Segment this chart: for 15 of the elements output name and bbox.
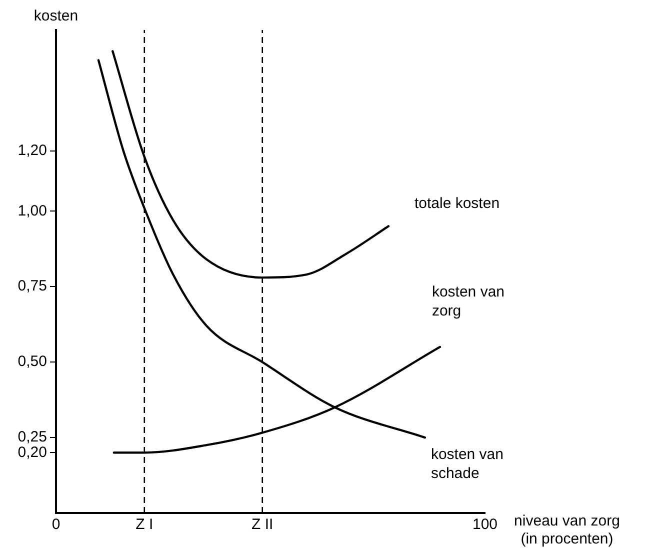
y-tick-label: 0,50 [18, 353, 47, 370]
series-label: kosten van schade [430, 446, 504, 482]
x-tick-label: 100 [472, 516, 498, 534]
series-label: totale kosten [414, 194, 500, 212]
y-tick-label: 0,20 [18, 444, 47, 461]
series-label: kosten van zorg [432, 284, 504, 320]
y-tick-label: 1,00 [18, 202, 47, 220]
x-tick-label: Z I [136, 516, 154, 534]
y-tick-label: 0,75 [18, 278, 47, 295]
x-axis-title: niveau van zorg (in procenten) [514, 512, 620, 548]
y-tick-label: 1,20 [18, 142, 47, 159]
x-tick-label: Z II [252, 516, 274, 534]
y-axis-title: kosten [34, 8, 78, 25]
x-tick-label: 0 [52, 516, 60, 534]
y-tick-label: 0,25 [18, 428, 47, 446]
